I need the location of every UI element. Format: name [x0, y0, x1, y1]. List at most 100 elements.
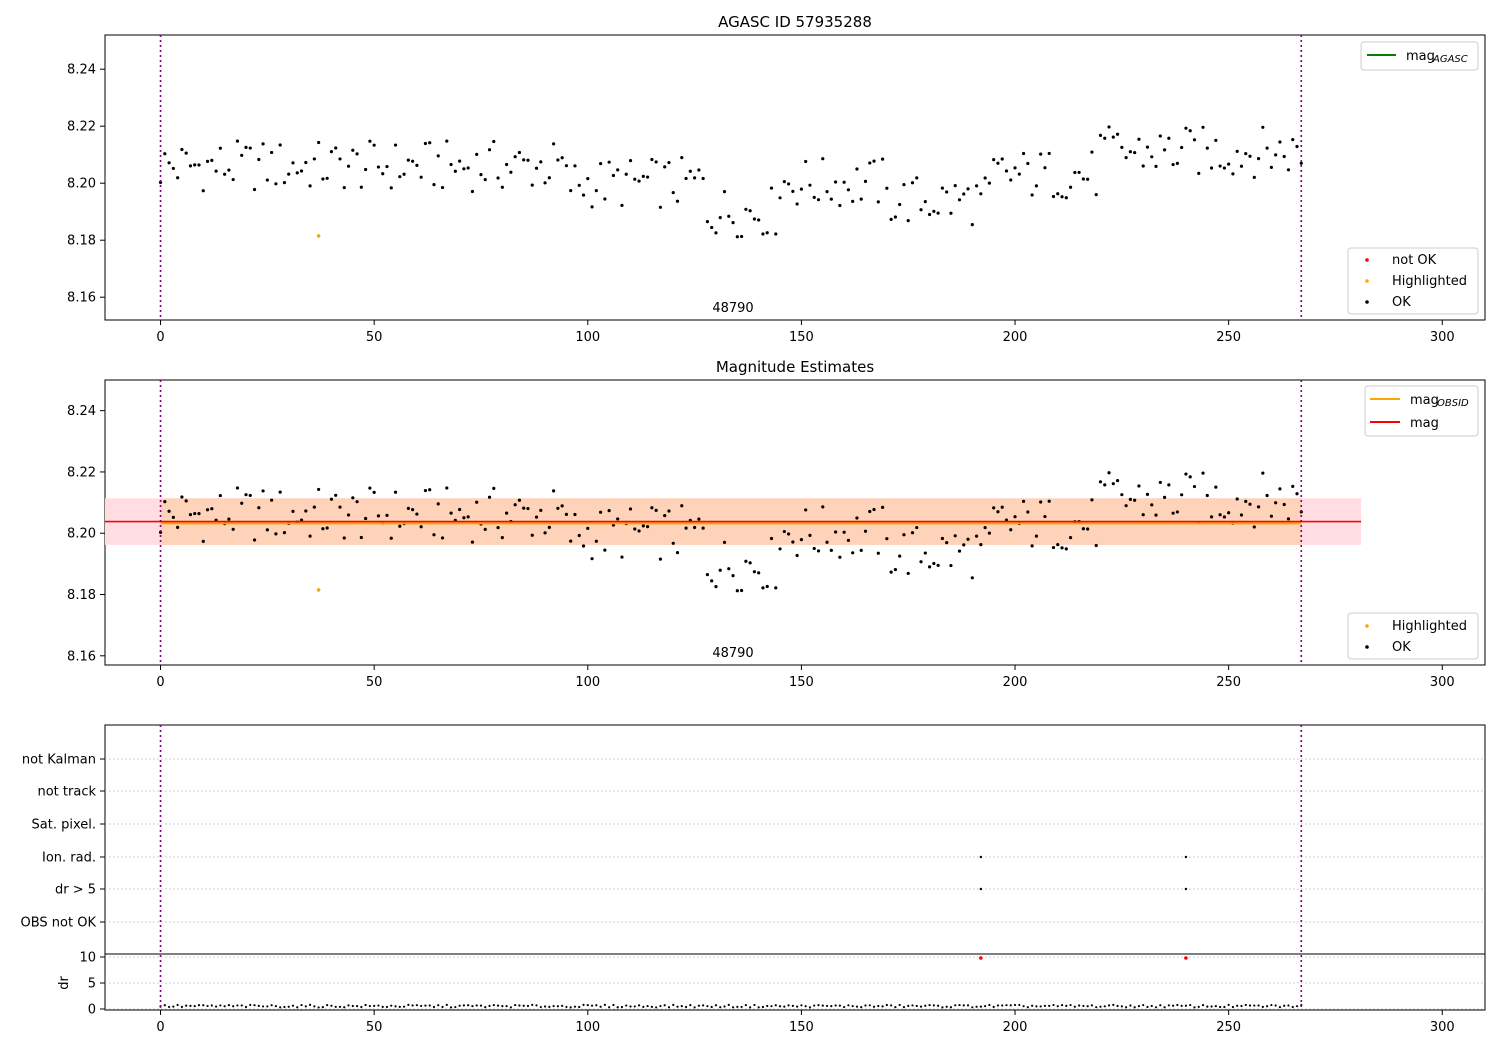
data-point-ok: [526, 506, 530, 511]
dr-point: [300, 1003, 303, 1007]
data-point-ok: [1192, 138, 1197, 142]
data-point-ok: [372, 490, 376, 494]
dr-point: [1150, 1004, 1153, 1008]
data-point-ok: [731, 221, 735, 225]
data-point-ok: [487, 148, 492, 152]
data-point-ok: [346, 164, 351, 168]
dr-point: [599, 1005, 602, 1008]
data-point-ok: [1282, 502, 1286, 507]
dr-point: [633, 1005, 636, 1008]
data-point-ok: [915, 176, 919, 180]
dr-point: [1078, 1004, 1081, 1007]
dr-point: [1082, 1004, 1085, 1008]
dr-point: [206, 1004, 209, 1008]
data-point-ok: [821, 157, 825, 161]
data-point-ok: [919, 208, 923, 212]
dr-point: [317, 1006, 320, 1009]
panel-agasc-points: [158, 125, 1303, 239]
dr-point: [992, 1005, 995, 1008]
data-point-ok: [863, 529, 868, 533]
data-point-ok: [654, 508, 658, 512]
y-tick-label: 8.20: [67, 527, 96, 542]
data-point-ok: [1167, 483, 1171, 487]
data-point-ok: [885, 186, 889, 190]
data-point-ok: [641, 524, 645, 528]
dr-point: [227, 1004, 231, 1007]
data-point-ok: [415, 512, 419, 516]
dr-point: [650, 1005, 653, 1008]
data-point-ok: [244, 493, 248, 497]
data-point-ok: [569, 539, 573, 543]
data-point-ok: [231, 177, 235, 182]
data-point-ok: [351, 148, 355, 152]
data-point-ok: [782, 529, 786, 534]
data-point-ok: [210, 507, 214, 511]
data-point-ok: [304, 160, 308, 165]
data-point-ok: [675, 199, 680, 203]
data-point-ok: [176, 176, 180, 180]
dr-point: [971, 1006, 974, 1009]
data-point-ok: [1120, 145, 1124, 149]
dr-point: [1133, 1006, 1136, 1009]
data-point-ok: [466, 166, 470, 170]
data-point-ok: [188, 164, 193, 168]
data-point-ok: [180, 147, 184, 152]
data-point-ok: [411, 159, 415, 163]
dr-point: [467, 1004, 470, 1007]
data-point-ok: [718, 216, 722, 220]
data-point-ok: [1197, 171, 1201, 175]
y-tick-label: 8.20: [67, 177, 96, 192]
data-point-ok: [1235, 149, 1239, 153]
data-point-ok: [774, 232, 778, 236]
data-point-ok: [470, 189, 475, 194]
dr-point: [924, 1004, 927, 1007]
dr-point: [244, 1005, 248, 1009]
data-point-ok: [996, 161, 1000, 165]
data-point-ok: [201, 189, 205, 193]
dr-point: [475, 1004, 478, 1007]
data-point-ok: [987, 531, 991, 535]
data-point-ok: [1269, 165, 1273, 169]
data-point-ok: [739, 234, 744, 239]
data-point-ok: [534, 166, 539, 170]
data-point-ok: [1162, 495, 1167, 499]
dr-tick-label: 5: [88, 977, 96, 992]
dr-point: [646, 1004, 649, 1008]
data-point-ok: [1295, 144, 1299, 149]
data-point-ok: [953, 184, 957, 188]
data-point-ok: [227, 517, 231, 521]
data-point-ok: [838, 203, 842, 208]
data-point-ok: [1077, 170, 1081, 175]
data-point-ok: [385, 513, 389, 517]
data-point-ok: [1021, 151, 1026, 156]
data-point-ok: [1252, 175, 1256, 179]
data-point-ok: [1051, 545, 1056, 550]
dr-point: [911, 1004, 914, 1007]
data-point-ok: [727, 214, 731, 218]
legend-label-not-ok: not OK: [1392, 253, 1437, 268]
data-point-ok: [321, 177, 325, 181]
data-point-ok: [492, 486, 496, 490]
dr-point: [223, 1005, 226, 1008]
data-point-ok: [385, 164, 389, 169]
data-point-ok: [1218, 164, 1222, 168]
data-point-ok: [500, 536, 504, 540]
dr-point: [731, 1006, 735, 1009]
legend-label-mag-obsid: mag: [1410, 393, 1439, 408]
data-point-ok: [1039, 500, 1043, 504]
data-point-ok: [1145, 492, 1150, 497]
dr-point: [616, 1006, 619, 1009]
data-point-ok: [547, 176, 551, 180]
dr-point: [1274, 1004, 1277, 1007]
dr-point: [1253, 1004, 1256, 1007]
dr-point: [334, 1005, 337, 1008]
data-point-ok: [1120, 493, 1124, 497]
panel-magnitude-obsid-label: 48790: [712, 646, 753, 661]
data-point-ok: [1171, 162, 1175, 167]
data-point-ok: [859, 197, 863, 201]
data-point-ok: [573, 512, 577, 517]
data-point-ok: [658, 205, 663, 209]
data-point-ok: [885, 537, 889, 541]
data-point-ok: [402, 172, 406, 176]
data-point-ok: [855, 516, 859, 520]
